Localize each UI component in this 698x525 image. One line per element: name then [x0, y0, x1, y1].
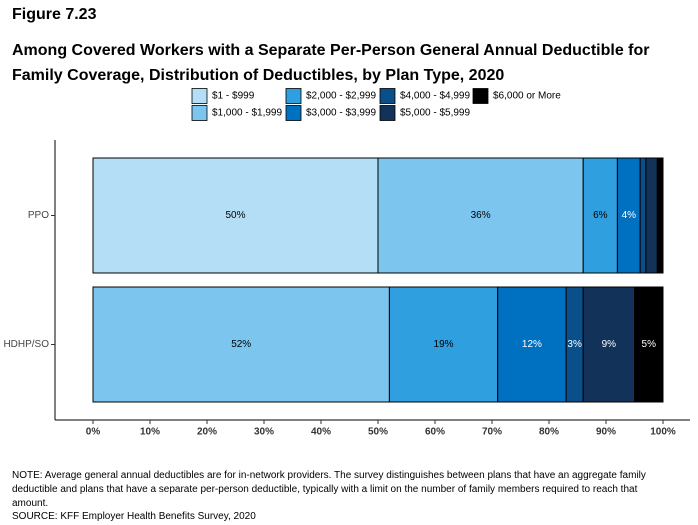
value-label: 36%	[471, 210, 491, 221]
x-tick-label: 20%	[197, 427, 217, 438]
legend-label: $4,000 - $4,999	[400, 91, 470, 102]
value-label: 12%	[522, 339, 542, 350]
legend-swatch	[285, 105, 302, 121]
y-tick-label: HDHP/SO	[3, 339, 49, 350]
value-label: 6%	[593, 210, 608, 221]
bar-segment	[645, 157, 658, 274]
x-tick-label: 40%	[311, 427, 331, 438]
bar-segment	[656, 157, 664, 274]
bar-segment	[92, 286, 390, 403]
legend-label: $2,000 - $2,999	[306, 91, 376, 102]
value-label: 3%	[567, 339, 582, 350]
value-label: 9%	[602, 339, 617, 350]
x-tick-label: 100%	[650, 427, 676, 438]
x-tick-label: 10%	[140, 427, 160, 438]
bar-segment	[582, 286, 636, 403]
y-tick-label: PPO	[28, 210, 49, 221]
value-label: 50%	[225, 210, 245, 221]
legend-label: $1 - $999	[212, 91, 255, 102]
bar-segment	[388, 286, 499, 403]
legend-label: $5,000 - $5,999	[400, 108, 470, 119]
x-tick-label: 30%	[254, 427, 274, 438]
value-label: 5%	[642, 339, 657, 350]
value-label: 4%	[622, 210, 637, 221]
legend-label: $3,000 - $3,999	[306, 108, 376, 119]
x-tick-label: 60%	[425, 427, 445, 438]
legend-swatch	[379, 105, 396, 121]
source: SOURCE: KFF Employer Health Benefits Sur…	[12, 511, 256, 522]
note: NOTE: Average general annual deductibles…	[12, 470, 646, 509]
chart-title: Among Covered Workers with a Separate Pe…	[12, 42, 650, 84]
legend-swatch	[285, 88, 302, 104]
value-label: 19%	[434, 339, 454, 350]
legend-swatch	[191, 105, 208, 121]
bar-segment	[639, 157, 647, 274]
x-tick-label: 90%	[596, 427, 616, 438]
bar-segment	[497, 286, 567, 403]
x-tick-label: 70%	[482, 427, 502, 438]
legend-swatch	[379, 88, 396, 104]
value-label: 52%	[231, 339, 251, 350]
x-tick-label: 80%	[539, 427, 559, 438]
x-tick-label: 0%	[86, 427, 101, 438]
figure-label: Figure 7.23	[12, 6, 97, 23]
bar-segment	[377, 157, 584, 274]
x-tick-label: 50%	[368, 427, 388, 438]
bar-segment	[582, 157, 618, 274]
legend-label: $6,000 or More	[493, 91, 561, 102]
legend-label: $1,000 - $1,999	[212, 108, 282, 119]
legend-swatch	[472, 88, 489, 104]
bar-segment	[634, 286, 664, 403]
legend-swatch	[191, 88, 208, 104]
